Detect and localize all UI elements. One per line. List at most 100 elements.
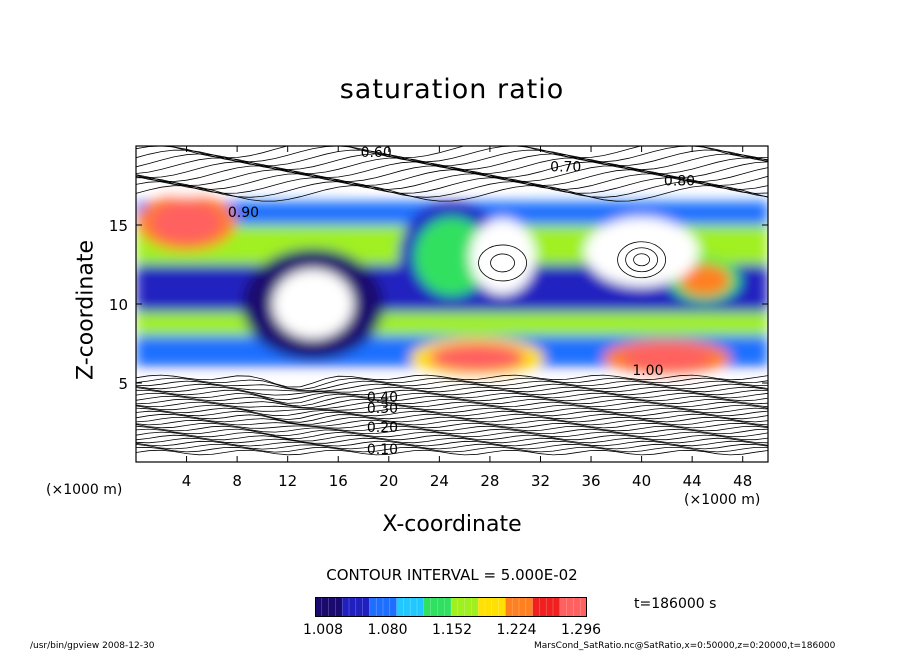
colorbar-cell: [580, 597, 587, 617]
footer-program-info: /usr/bin/gpview 2008-12-30: [30, 641, 155, 651]
colorbar-cell: [444, 597, 452, 617]
colorbar-cell: [396, 597, 404, 617]
contour-line: [136, 428, 768, 437]
contour-line: [136, 413, 768, 423]
colorbar-cell: [403, 597, 411, 617]
contour-line: [136, 185, 768, 202]
contour-line: [136, 149, 768, 167]
x-axis-ticks: 4 8 12 16 20 24 28 32 36 40 44 48: [182, 146, 752, 490]
colorbar-cell: [491, 597, 500, 617]
x-tick-label: 8: [232, 472, 242, 490]
contour-line: [167, 146, 768, 159]
y-unit-label: (×1000 m): [46, 482, 123, 498]
time-label: t=186000 s: [634, 596, 717, 612]
x-axis-label: X-coordinate: [382, 512, 522, 537]
contour-line: [136, 440, 768, 447]
contour-line: [136, 395, 768, 407]
contour-line: [136, 416, 768, 425]
x-tick-label: 20: [379, 472, 398, 490]
contour-ring: [625, 247, 658, 273]
colorbar-cell: [457, 597, 466, 617]
colorbar-tick-label: 1.296: [560, 622, 602, 638]
contour-ring: [633, 253, 650, 267]
colorbar-tick-label: 1.224: [496, 622, 537, 638]
colorbar-cell: [573, 597, 581, 617]
contour-label: 0.80: [664, 174, 695, 190]
contour-line: [136, 443, 768, 450]
contour-line: [136, 398, 768, 408]
x-tick-label: 48: [733, 472, 752, 490]
chart-title: saturation ratio: [339, 74, 565, 105]
colorbar-cell: [471, 597, 479, 617]
contour-line: [136, 389, 768, 401]
contour-line: [136, 431, 768, 439]
contour-line: [136, 383, 768, 392]
colorbar-cell: [519, 597, 527, 617]
contour-line: [136, 419, 768, 427]
colorbar-cell: [369, 597, 377, 617]
y-tick-label: 5: [118, 375, 128, 393]
unsaturated-region: [272, 269, 354, 339]
contour-label: 0.40: [367, 390, 398, 406]
colorbar-cell: [335, 597, 343, 617]
colorbar-cell: [546, 597, 554, 617]
colorbar-cell: [512, 597, 520, 617]
colorbar-cell: [417, 597, 425, 617]
contour-line: [136, 404, 768, 412]
x-tick-label: 40: [632, 472, 651, 490]
x-tick-label: 24: [430, 472, 449, 490]
colorbar-cell: [376, 597, 384, 617]
colorbar-cell: [532, 597, 540, 617]
contour-ring: [617, 241, 666, 279]
contour-ring: [490, 253, 515, 273]
x-tick-label: 4: [182, 472, 192, 490]
contour-lines: [136, 146, 768, 456]
colorbar-cell: [342, 597, 350, 617]
contour-line: [136, 449, 768, 456]
contour-line: [136, 386, 768, 396]
colorbar-cell: [383, 597, 391, 617]
contour-line: [136, 374, 768, 388]
y-axis-ticks: 5 10 15: [109, 217, 768, 393]
x-tick-label: 36: [581, 472, 600, 490]
contour-line: [136, 437, 768, 444]
contour-line: [136, 380, 768, 391]
colorbar-cell: [485, 597, 493, 617]
colorbar: [315, 597, 587, 617]
colorbar-tick-label: 1.008: [302, 622, 344, 638]
contour-label: 0.60: [361, 145, 392, 161]
footer-file-info: MarsCond_SatRatio.nc@SatRatio,x=0:50000,…: [534, 641, 836, 651]
contour-label: 0.70: [550, 159, 581, 175]
colorbar-cell: [355, 597, 364, 617]
contour-line: [136, 169, 768, 186]
colorbar-cell: [349, 597, 357, 617]
contour-line: [136, 446, 768, 453]
field-blob: [414, 217, 490, 297]
x-tick-label: 44: [683, 472, 702, 490]
field-blob: [679, 264, 731, 297]
contour-line: [136, 425, 768, 433]
contour-label: 0.30: [367, 401, 398, 417]
colorbar-cell: [362, 597, 370, 617]
contour-labels: 0.10 0.20 0.300.40 0.60 0.70 0.80 0.90 1.00: [228, 145, 695, 458]
y-axis-label: Z-coordinate: [73, 240, 99, 380]
colorbar-cell: [389, 597, 398, 617]
colorbar-cell: [566, 597, 574, 617]
contour-line: [136, 422, 768, 429]
lower-region: [136, 376, 768, 462]
contour-line: [136, 407, 768, 417]
contour-ring: [478, 244, 527, 282]
contour-line: [136, 392, 768, 404]
field-blob: [621, 345, 713, 371]
colorbar-cell: [437, 597, 445, 617]
colorbar-tick-label: 1.080: [367, 622, 408, 638]
colorbar-cell: [321, 597, 330, 617]
contour-line: [136, 434, 768, 442]
field-blob: [429, 343, 526, 372]
y-tick-label: 15: [109, 217, 128, 235]
colorbar-cell: [525, 597, 534, 617]
colorbar-cell: [464, 597, 472, 617]
colorbar-cell: [505, 597, 513, 617]
x-tick-label: 28: [480, 472, 499, 490]
contour-line: [136, 146, 768, 163]
